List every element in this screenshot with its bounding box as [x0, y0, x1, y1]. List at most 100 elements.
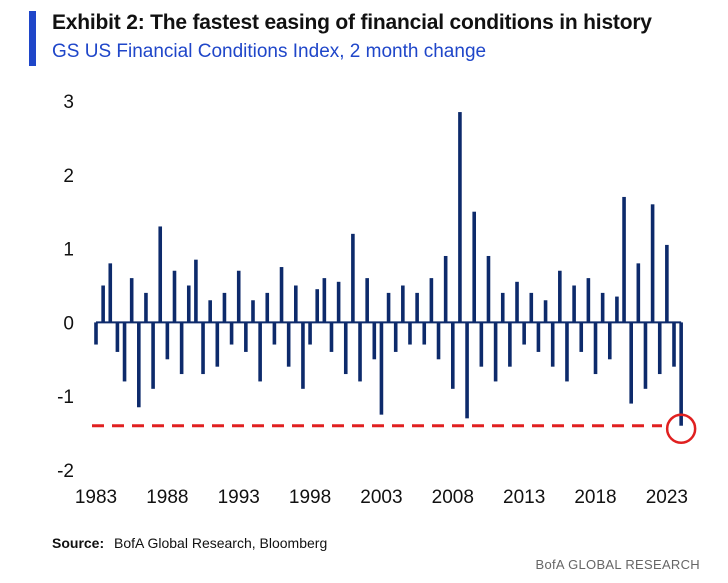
data-bar [194, 259, 198, 323]
data-bar [365, 278, 369, 323]
data-bar [636, 263, 641, 323]
data-bar [229, 322, 234, 345]
data-bar [593, 322, 598, 375]
data-bar [679, 322, 683, 426]
data-bar [443, 255, 448, 323]
data-bar [351, 233, 355, 323]
data-bar [151, 322, 155, 389]
data-bar [579, 322, 584, 352]
data-bar [137, 322, 141, 408]
data-bar [286, 322, 291, 367]
data-bar [515, 281, 519, 323]
data-bar [158, 226, 163, 323]
data-bar [401, 285, 405, 323]
data-bar [144, 292, 148, 323]
x-tick-label: 2008 [432, 487, 474, 508]
data-bar [465, 322, 469, 419]
data-bar [115, 322, 120, 352]
x-tick-label: 2013 [503, 487, 545, 508]
data-bar [393, 322, 398, 352]
source-text: BofA Global Research, Bloomberg [114, 535, 328, 551]
data-bar [422, 322, 427, 345]
data-bar [486, 255, 491, 323]
series-bars [94, 112, 683, 426]
data-bar [600, 292, 605, 323]
data-bar [550, 322, 555, 367]
data-bar [122, 322, 127, 382]
data-bar [265, 292, 270, 323]
y-tick-label: 3 [63, 92, 74, 113]
data-bar [272, 322, 277, 345]
title-accent-bar [29, 11, 36, 66]
data-bar [429, 278, 434, 323]
page-subtitle: GS US Financial Conditions Index, 2 mont… [52, 41, 487, 62]
x-tick-label: 2023 [646, 487, 688, 508]
data-bar [672, 322, 676, 367]
data-bar [215, 322, 220, 367]
y-axis: 3 2 1 0 -1 -2 [57, 92, 74, 482]
data-bar [572, 285, 576, 323]
data-bar [622, 196, 626, 323]
data-bar [244, 322, 248, 352]
x-tick-label: 1988 [146, 487, 188, 508]
source-label: Source: [52, 535, 105, 551]
data-bar [458, 112, 462, 323]
data-bar [629, 322, 633, 404]
data-bar [379, 322, 384, 415]
data-bar [179, 322, 184, 375]
data-bar [108, 263, 113, 323]
data-bar [358, 322, 362, 382]
data-bar [558, 270, 562, 323]
y-tick-label: 0 [63, 313, 74, 334]
page-title: Exhibit 2: The fastest easing of financi… [52, 11, 652, 34]
y-tick-label: -2 [57, 461, 74, 482]
data-bar [186, 285, 191, 323]
data-bar [643, 322, 648, 389]
source-note: Source: BofA Global Research, Bloomberg [52, 535, 327, 551]
data-bar [565, 322, 569, 382]
data-bar [536, 322, 541, 352]
data-bar [279, 267, 284, 323]
data-bar [129, 278, 134, 323]
data-bar [543, 300, 548, 323]
x-tick-label: 1983 [75, 487, 117, 508]
y-tick-label: 1 [63, 240, 74, 261]
y-tick-label: -1 [57, 387, 74, 408]
data-bar [336, 281, 341, 323]
data-bar [500, 292, 505, 323]
data-bar [479, 322, 484, 367]
data-bar [386, 292, 391, 323]
data-bar [607, 322, 612, 360]
data-bar [258, 322, 262, 382]
x-tick-label: 1998 [289, 487, 331, 508]
data-bar [343, 322, 348, 375]
chart-annotations [92, 413, 697, 444]
data-bar [294, 285, 298, 323]
data-bar [301, 322, 305, 389]
data-bar [522, 322, 526, 345]
data-bar [586, 278, 591, 323]
x-tick-label: 2003 [360, 487, 402, 508]
x-tick-label: 1993 [218, 487, 260, 508]
x-tick-label: 2018 [574, 487, 616, 508]
data-bar [508, 322, 512, 367]
credit-label: BofA GLOBAL RESEARCH [535, 557, 700, 572]
latest-value-circle [665, 413, 697, 444]
data-bar [436, 322, 441, 360]
data-bar [665, 244, 669, 323]
data-bar [201, 322, 205, 375]
data-bar [329, 322, 334, 352]
data-bar [615, 296, 619, 323]
data-bar [450, 322, 455, 389]
data-bar [208, 300, 212, 323]
data-bar [372, 322, 377, 360]
data-bar [472, 211, 477, 323]
data-bar [251, 300, 255, 323]
x-axis: 1983 1988 1993 1998 2003 2008 2013 2018 2023 [75, 487, 688, 508]
data-bar [165, 322, 170, 360]
data-bar [94, 322, 98, 345]
data-bar [322, 278, 327, 323]
data-bar [222, 292, 227, 323]
data-bar [493, 322, 498, 382]
